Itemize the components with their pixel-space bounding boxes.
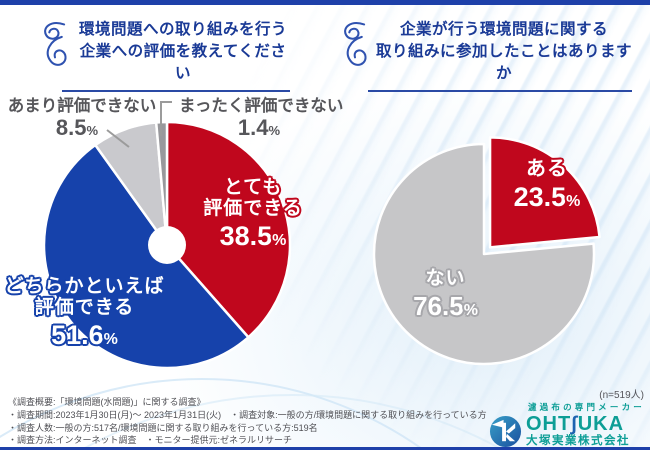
question-title-line: 環境問題への取り組みを行う bbox=[78, 21, 287, 38]
header-underline bbox=[368, 90, 632, 92]
survey-overview-line: ・調査方法:インターネット調査 ・モニター提供元:ゼネラルリサーチ bbox=[8, 435, 293, 446]
slice-label-no: ない 76.5% bbox=[393, 268, 498, 326]
slice-label-very-positive: とても 評価できる 38.5% bbox=[194, 177, 312, 256]
flourish-icon bbox=[44, 22, 67, 66]
question-header-left: 環境問題への取り組みを行う 企業への評価を教えてください bbox=[40, 19, 292, 92]
slice-label-somewhat-positive: どちらかといえば 評価できる 51.6% bbox=[2, 276, 167, 355]
company-name: 大塚実業株式会社 bbox=[526, 435, 630, 447]
flourish-icon bbox=[344, 22, 367, 66]
sample-size-note: (n=519人) bbox=[599, 390, 644, 401]
slice-label-not-at-all: まったく評価できない bbox=[179, 97, 344, 115]
donut-hole bbox=[148, 226, 186, 264]
survey-overview: 《調査概要:「環境問題(水問題)」に関する調査》 ・調査期間:2023年1月30… bbox=[8, 396, 487, 447]
pie-chart-company-evaluation bbox=[42, 120, 292, 370]
background-arc bbox=[0, 394, 650, 450]
top-accent-bar bbox=[0, 0, 650, 5]
question-header-right: 企業が行う環境問題に関する 取り組みに参加したことはありますか bbox=[340, 19, 634, 92]
pie-slice-somewhat-positive bbox=[42, 143, 250, 370]
survey-overview-line: ・調査期間:2023年1月30日(月)〜 2023年1月31日(火) ・調査対象… bbox=[8, 409, 487, 420]
slice-label-yes: ある 23.5% bbox=[492, 159, 602, 217]
survey-overview-line: ・調査人数:一般の方:517名/環境問題に関する取り組みを行っている方:519名 bbox=[8, 422, 318, 433]
brand-name: OHT∫UKA bbox=[526, 413, 625, 435]
bottom-accent-bar bbox=[0, 447, 650, 450]
callout-line-not-at-all bbox=[160, 101, 172, 136]
header-underline bbox=[62, 90, 290, 92]
slice-percent: 23.5% bbox=[513, 182, 581, 212]
company-logo: 濾過布の専門メーカー OHT∫UKA 大塚実業株式会社 bbox=[489, 401, 645, 448]
slice-label-not-very-positive: あまり評価できない bbox=[7, 97, 157, 115]
pie-slice-no bbox=[372, 142, 596, 366]
question-title-line: 企業が行う環境問題に関する bbox=[399, 21, 608, 38]
survey-overview-line: 《調査概要:「環境問題(水問題)」に関する調査》 bbox=[8, 397, 206, 407]
callout-line-not-very-positive bbox=[106, 129, 130, 148]
slice-percent-not-at-all: 1.4% bbox=[237, 115, 281, 140]
slice-percent: 76.5% bbox=[413, 291, 478, 321]
ohtsuka-logo-icon bbox=[489, 415, 522, 447]
pie-slice-yes bbox=[488, 136, 601, 249]
question-title-line: 企業への評価を教えてください bbox=[79, 43, 287, 82]
slice-percent: 51.6% bbox=[51, 320, 118, 350]
logo-tagline: 濾過布の専門メーカー bbox=[527, 402, 645, 412]
question-title-line: 取り組みに参加したことはありますか bbox=[375, 43, 632, 82]
pie-chart-participation bbox=[372, 136, 601, 366]
slice-percent: 38.5% bbox=[219, 221, 287, 251]
slice-percent-not-very-positive: 8.5% bbox=[55, 115, 99, 140]
pie-slice-very-positive bbox=[165, 120, 292, 339]
